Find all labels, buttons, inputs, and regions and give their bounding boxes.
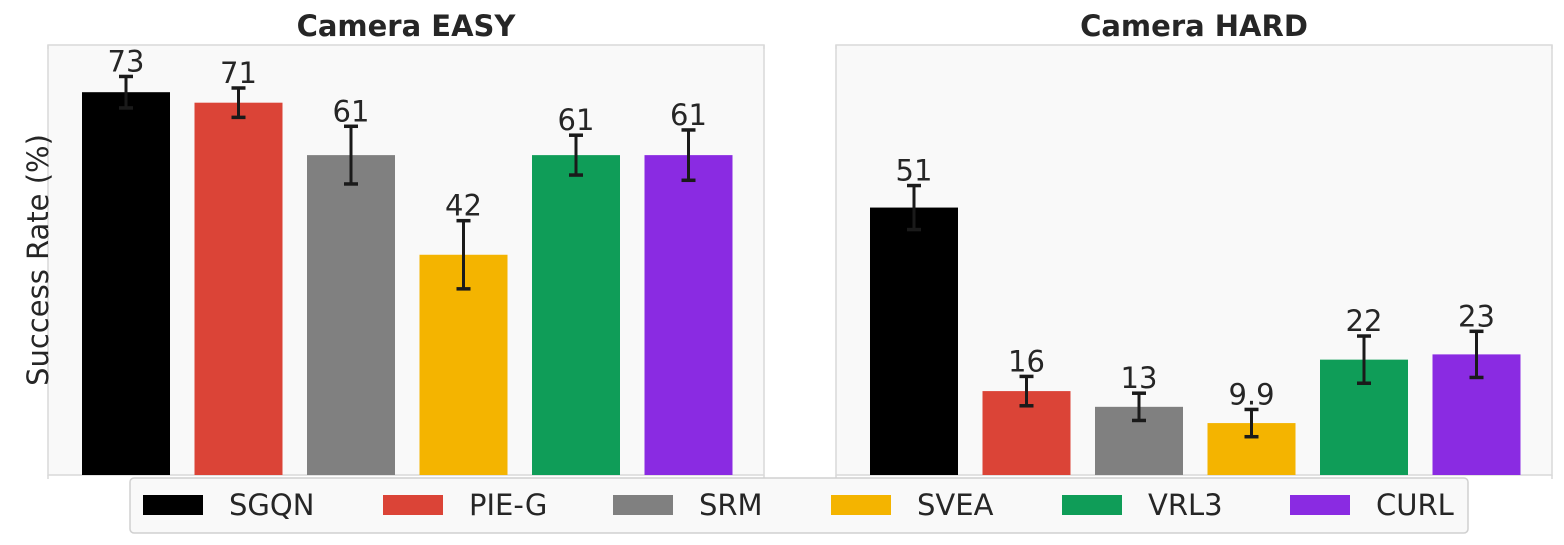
legend-item-svea: SVEA: [831, 488, 994, 522]
error-bar: [1357, 334, 1371, 385]
bar-curl: [644, 155, 733, 475]
bar-sgqn: [870, 207, 958, 475]
panel-title: Camera EASY: [297, 9, 517, 43]
data-label: 73: [108, 44, 145, 78]
legend-label: SRM: [699, 488, 763, 522]
error-bar: [231, 86, 246, 120]
legend: SGQN PIE-G SRM SVEA VRL3 CURL: [129, 477, 1469, 534]
legend-item-vrl3: VRL3: [1062, 488, 1223, 522]
data-label: 42: [445, 189, 482, 223]
data-label: 23: [1458, 299, 1495, 333]
error-bar: [344, 124, 358, 186]
legend-item-sgqn: SGQN: [143, 488, 314, 522]
legend-label: VRL3: [1148, 488, 1223, 522]
error-bar: [907, 183, 921, 232]
data-label: 61: [670, 98, 707, 132]
legend-item-curl: CURL: [1290, 488, 1454, 522]
error-bar: [569, 133, 583, 177]
panel-1: Camera HARD 51 16 13 9.9 22 23: [835, 9, 1553, 479]
data-label: 13: [1121, 361, 1158, 395]
legend-item-pie-g: PIE-G: [383, 488, 547, 522]
legend-swatch: [143, 495, 203, 515]
error-bar: [1132, 391, 1146, 423]
error-bar: [1019, 374, 1034, 408]
bar-sgqn: [82, 92, 170, 475]
data-label: 22: [1346, 304, 1383, 338]
legend-frame: [129, 477, 1469, 534]
legend-label: PIE-G: [469, 488, 547, 522]
data-label: 61: [558, 103, 595, 137]
data-label: 9.9: [1228, 377, 1274, 411]
error-bar: [1244, 407, 1259, 439]
panel-0: Camera EASY 73 71 61 42 61 61: [47, 9, 765, 479]
panel-title: Camera HARD: [1080, 9, 1308, 43]
legend-swatch: [613, 495, 673, 515]
bar-svea: [419, 254, 508, 475]
data-label: 16: [1008, 344, 1045, 378]
legend-item-srm: SRM: [613, 488, 763, 522]
bar-pie-g: [194, 102, 283, 476]
legend-label: SGQN: [229, 488, 314, 522]
legend-label: CURL: [1376, 488, 1454, 522]
error-bar: [1469, 329, 1484, 380]
data-label: 71: [220, 56, 257, 90]
error-bar: [456, 218, 471, 291]
error-bar: [119, 74, 133, 110]
legend-swatch: [383, 495, 443, 515]
chart-panels: Camera EASY 73 71 61 42 61 61 Camera HARD 51 16 13…: [47, 9, 1553, 479]
data-label: 51: [896, 154, 933, 188]
y-axis-label: Success Rate (%): [21, 134, 55, 386]
bar-srm: [307, 155, 395, 475]
legend-swatch: [831, 495, 891, 515]
legend-swatch: [1062, 495, 1122, 515]
legend-swatch: [1290, 495, 1350, 515]
legend-label: SVEA: [917, 488, 994, 522]
error-bar: [681, 128, 696, 183]
bar-vrl3: [532, 155, 620, 475]
data-label: 61: [333, 94, 370, 128]
